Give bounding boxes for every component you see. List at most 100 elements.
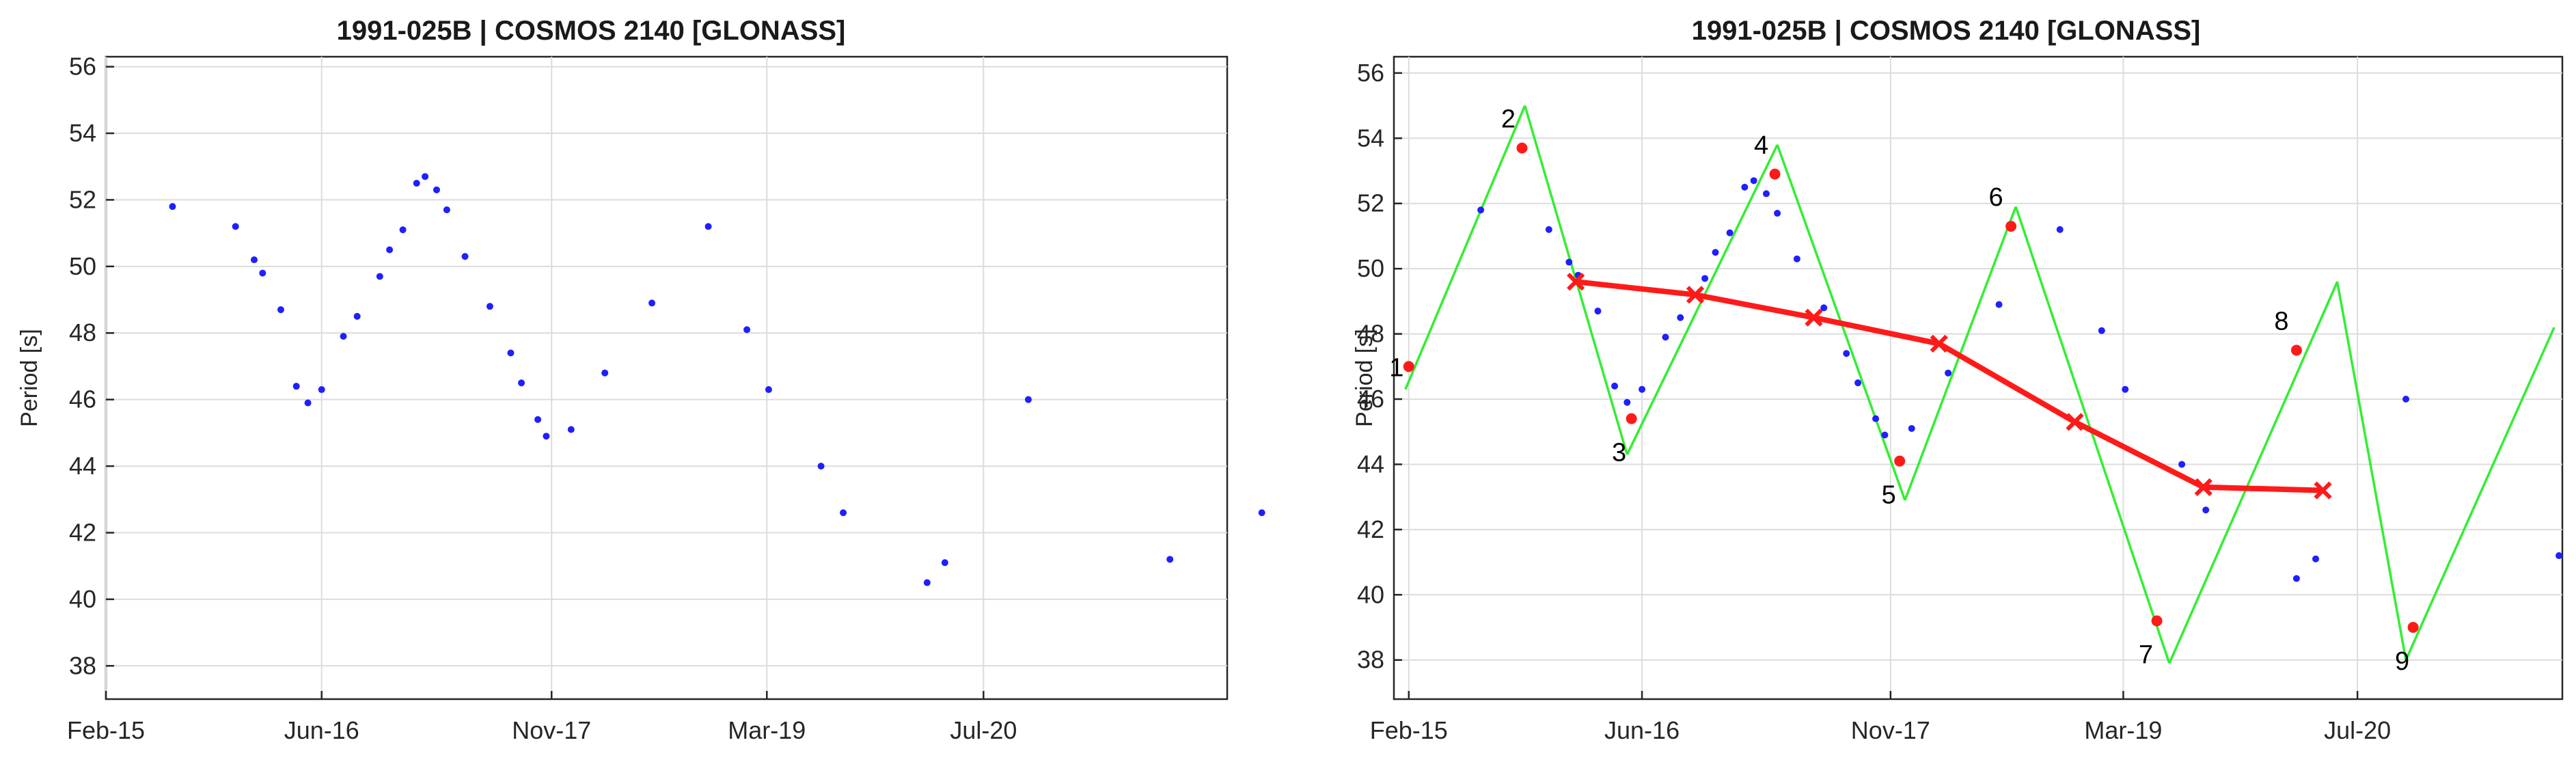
right-chart: 1991-025B | COSMOS 2140 [GLONASS] 384042… — [1352, 16, 2564, 744]
peak-marker — [2407, 622, 2419, 634]
peak-label: 6 — [1989, 183, 2003, 212]
data-point — [386, 246, 394, 254]
trend-marker — [2066, 413, 2084, 431]
peak-label: 3 — [1612, 439, 1626, 467]
right-y-ticks: 38 40 42 44 46 48 50 52 54 56 — [1357, 59, 1402, 674]
y-tick-label: 46 — [1357, 385, 1384, 413]
right-chart-title: 1991-025B | COSMOS 2140 [GLONASS] — [1692, 16, 2201, 46]
y-tick-label: 46 — [69, 385, 96, 413]
peak-marker — [1769, 168, 1781, 180]
peak-marker — [1516, 142, 1528, 154]
data-point — [1623, 398, 1631, 406]
peak-marker — [2290, 344, 2302, 356]
y-tick-label: 56 — [1357, 59, 1384, 87]
data-point — [941, 559, 948, 567]
trend-marker — [1686, 286, 1705, 304]
data-point — [1793, 255, 1800, 262]
data-point — [743, 326, 751, 334]
zigzag-segment — [1404, 105, 1526, 390]
data-point — [2056, 226, 2064, 233]
data-point — [376, 273, 383, 280]
data-point — [704, 223, 712, 230]
peak-label: 7 — [2139, 640, 2153, 669]
data-point — [1477, 206, 1485, 214]
data-point — [2292, 575, 2300, 582]
trend-marker — [1930, 334, 1948, 353]
data-point — [2402, 396, 2410, 403]
data-point — [1843, 350, 1850, 357]
y-tick-label: 52 — [1357, 189, 1384, 217]
y-tick-label: 40 — [1357, 580, 1384, 608]
x-tick-label: Nov-17 — [1851, 716, 1930, 744]
data-point — [1565, 258, 1573, 266]
data-point — [765, 386, 772, 394]
y-tick-label: 42 — [69, 518, 96, 546]
x-tick-label: Feb-15 — [67, 716, 145, 744]
data-point — [923, 579, 931, 586]
data-point — [1762, 190, 1770, 198]
data-point — [1726, 229, 1734, 236]
right-y-axis-label: Period [s] — [1352, 329, 1378, 427]
zigzag-segment — [2404, 327, 2556, 661]
data-point — [1881, 431, 1889, 439]
y-tick-label: 50 — [1357, 254, 1384, 282]
data-point — [1741, 183, 1749, 191]
peak-label: 1 — [1389, 353, 1403, 382]
peak-label: 8 — [2274, 307, 2288, 336]
data-point — [277, 306, 284, 314]
data-point — [1945, 369, 1952, 377]
left-grid — [105, 57, 1227, 699]
left-x-ticks: Feb-15 Jun-16 Nov-17 Mar-19 Jul-20 — [67, 691, 1017, 744]
data-point — [1750, 177, 1757, 185]
data-point — [399, 226, 407, 234]
y-tick-label: 54 — [1357, 124, 1384, 152]
data-point — [1024, 396, 1032, 403]
y-tick-label: 48 — [1357, 320, 1384, 348]
y-tick-label: 40 — [69, 585, 96, 613]
y-tick-label: 56 — [69, 53, 96, 81]
x-tick-label: Mar-19 — [2084, 716, 2162, 744]
right-x-ticks: Feb-15 Jun-16 Nov-17 Mar-19 Jul-20 — [1370, 691, 2391, 744]
data-point — [2098, 327, 2105, 334]
peak-marker — [1626, 413, 1637, 424]
data-point — [543, 433, 550, 440]
data-point — [1639, 385, 1646, 393]
y-tick-label: 38 — [69, 651, 96, 679]
data-point — [1854, 379, 1862, 387]
data-point — [413, 180, 420, 187]
peak-label: 4 — [1754, 131, 1768, 160]
data-point — [422, 173, 429, 180]
data-point — [601, 369, 609, 377]
data-point — [1166, 556, 1174, 563]
x-tick-label: Mar-19 — [728, 716, 806, 744]
data-point — [518, 379, 525, 387]
data-point — [259, 269, 266, 277]
x-tick-label: Feb-15 — [1370, 716, 1448, 744]
right-trend-line — [1567, 273, 2332, 500]
data-point — [817, 463, 825, 470]
data-point — [648, 299, 656, 307]
data-point — [1677, 314, 1684, 321]
left-data-points — [169, 173, 1265, 586]
x-tick-label: Jun-16 — [1604, 716, 1680, 744]
data-point — [2556, 552, 2563, 560]
left-y-ticks: 38 40 42 44 46 48 50 52 54 56 — [69, 53, 114, 679]
data-point — [340, 333, 347, 340]
left-chart-title: 1991-025B | COSMOS 2140 [GLONASS] — [337, 16, 846, 46]
data-point — [1774, 210, 1781, 217]
peak-marker — [2151, 615, 2163, 627]
data-point — [1712, 249, 1719, 256]
data-point — [1995, 301, 2003, 308]
data-point — [1872, 415, 1880, 422]
data-point — [461, 253, 469, 260]
right-plot-frame — [1393, 55, 2564, 700]
data-point — [1662, 334, 1669, 341]
data-point — [486, 303, 493, 310]
data-point — [250, 256, 258, 264]
data-point — [567, 426, 575, 433]
x-tick-label: Jul-20 — [950, 716, 1017, 744]
data-point — [2178, 461, 2186, 468]
left-chart: 1991-025B | COSMOS 2140 [GLONASS] 38 40 42… — [16, 16, 1265, 744]
zigzag-segment — [2168, 281, 2339, 664]
